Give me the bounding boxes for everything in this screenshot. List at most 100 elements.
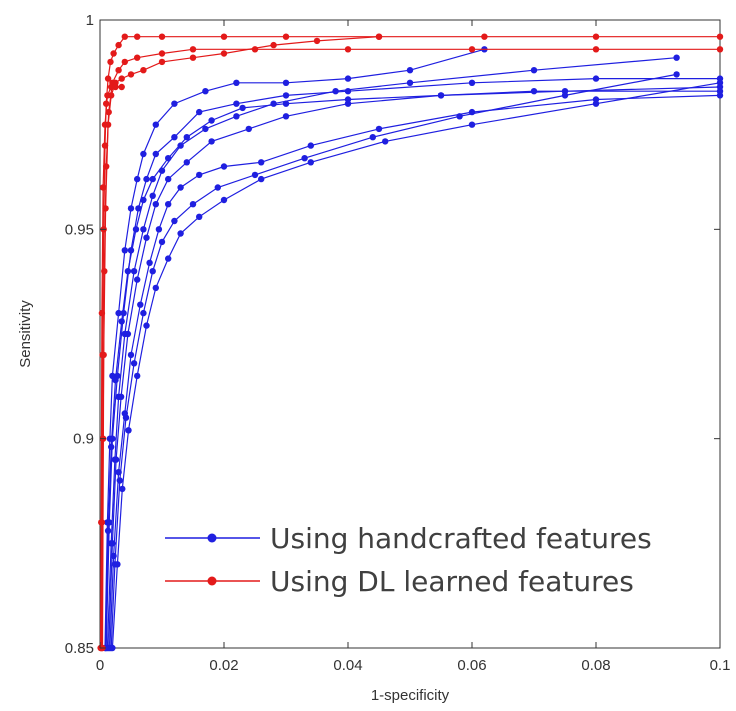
data-point: [282, 92, 290, 99]
data-point: [183, 134, 190, 141]
data-point: [214, 184, 221, 191]
data-point: [251, 46, 259, 53]
data-point: [673, 54, 680, 61]
data-point: [592, 100, 600, 107]
data-point: [313, 37, 321, 45]
data-point: [101, 121, 109, 128]
data-point: [301, 155, 308, 162]
legend-label-handcrafted: Using handcrafted features: [270, 522, 652, 555]
data-point: [143, 322, 150, 329]
data-point: [130, 268, 138, 275]
data-point: [165, 201, 172, 208]
data-point: [104, 92, 111, 99]
data-point: [158, 58, 166, 66]
data-point: [344, 46, 352, 53]
data-point: [716, 46, 724, 53]
data-point: [468, 46, 476, 53]
data-point: [135, 205, 142, 212]
data-point: [143, 234, 150, 241]
data-point: [146, 259, 153, 266]
data-point: [406, 67, 414, 74]
data-point: [149, 175, 156, 183]
data-point: [382, 138, 389, 145]
data-point: [140, 196, 147, 204]
data-point: [282, 79, 290, 87]
x-tick-label: 0.08: [581, 657, 610, 674]
plot-area: [99, 19, 721, 649]
data-point: [196, 108, 203, 116]
data-point: [121, 58, 128, 66]
data-point: [118, 83, 125, 91]
y-tick-label: 0.95: [65, 221, 94, 238]
data-point: [99, 184, 107, 191]
legend-label-dl: Using DL learned features: [270, 565, 634, 598]
data-point: [137, 301, 144, 308]
data-point: [171, 217, 178, 225]
data-point: [332, 88, 339, 95]
data-point: [282, 113, 290, 120]
data-point: [592, 75, 600, 82]
data-point: [109, 435, 116, 442]
x-axis-label: 1-specificity: [371, 687, 450, 704]
data-point: [183, 159, 190, 166]
data-point: [149, 192, 156, 199]
data-point: [202, 125, 209, 133]
data-point: [437, 92, 445, 99]
x-tick-label: 0.04: [333, 657, 362, 674]
data-point: [140, 226, 147, 233]
data-point: [233, 100, 240, 107]
data-point: [270, 100, 277, 107]
data-point: [468, 121, 476, 128]
data-point: [530, 88, 538, 95]
legend-marker-handcrafted: [207, 533, 217, 543]
data-point: [307, 159, 314, 166]
data-point: [155, 226, 163, 233]
data-point: [102, 205, 109, 212]
y-tick-label: 0.9: [73, 431, 94, 448]
data-point: [251, 171, 259, 179]
data-point: [143, 175, 150, 183]
data-point: [220, 163, 228, 170]
data-point: [152, 284, 159, 292]
data-point: [282, 100, 290, 107]
data-point: [158, 50, 166, 57]
data-point: [158, 33, 166, 40]
data-point: [245, 125, 252, 133]
data-point: [140, 309, 147, 317]
data-point: [220, 196, 228, 204]
data-point: [149, 268, 156, 275]
data-point: [561, 92, 569, 99]
data-point: [592, 46, 600, 53]
series-handcrafted: [104, 54, 680, 652]
data-point: [134, 276, 141, 283]
data-point: [124, 330, 132, 338]
data-point: [109, 644, 116, 652]
data-point: [134, 372, 141, 380]
data-point: [98, 309, 106, 317]
data-point: [107, 58, 114, 66]
data-point: [115, 309, 122, 317]
data-point: [105, 108, 112, 116]
data-point: [202, 88, 209, 95]
x-tick-label: 0.1: [710, 657, 731, 674]
data-point: [104, 527, 112, 534]
data-point: [130, 360, 138, 367]
series-handcrafted: [101, 46, 488, 652]
data-point: [118, 75, 125, 82]
data-point: [282, 33, 290, 40]
data-point: [270, 41, 277, 49]
data-point: [134, 175, 141, 183]
data-point: [258, 175, 265, 183]
data-point: [239, 104, 246, 112]
data-point: [716, 79, 724, 87]
data-point: [208, 138, 215, 145]
data-point: [127, 71, 135, 78]
data-point: [158, 167, 166, 174]
data-point: [117, 393, 125, 400]
legend: Using handcrafted features Using DL lear…: [165, 522, 652, 598]
data-point: [125, 427, 132, 434]
data-point: [189, 201, 197, 208]
data-point: [127, 351, 135, 359]
data-point: [344, 75, 352, 82]
